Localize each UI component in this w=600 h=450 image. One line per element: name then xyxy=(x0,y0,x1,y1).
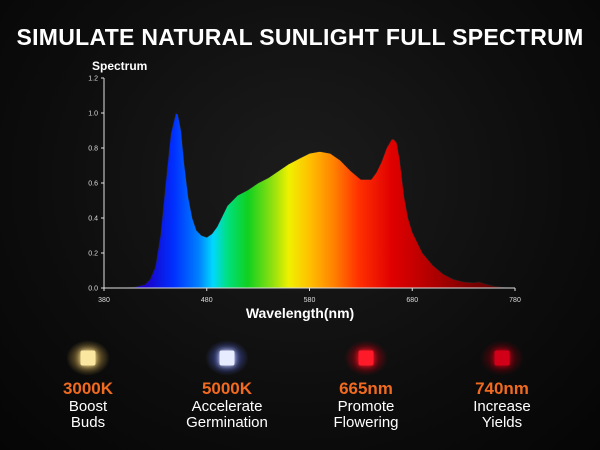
y-tick-label: 0.0 xyxy=(88,286,98,293)
chip-desc-line2: Yields xyxy=(481,414,523,431)
y-tick-label: 0.6 xyxy=(88,181,98,188)
led-chip-icon xyxy=(197,340,257,376)
spectrum-area xyxy=(104,112,516,289)
y-tick-label: 1.2 xyxy=(88,76,98,83)
x-axis-label: Wavelength(nm) xyxy=(246,305,354,321)
page-title: SIMULATE NATURAL SUNLIGHT FULL SPECTRUM xyxy=(16,24,584,50)
chip-desc-line2: Germination xyxy=(186,414,268,431)
chip-740nm: 740nm Increase Yields xyxy=(432,340,572,431)
led-chip-row: 3000K Boost Buds 5000K Accelerate Germin… xyxy=(0,340,600,450)
chip-desc-line1: Increase xyxy=(473,398,531,415)
y-axis-label: Spectrum xyxy=(92,59,147,73)
x-tick-label: 580 xyxy=(304,297,316,304)
chip-5000k: 5000K Accelerate Germination xyxy=(157,340,297,431)
chip-spec: 5000K xyxy=(201,379,253,398)
led-chip-icon xyxy=(58,340,118,376)
chip-spec: 3000K xyxy=(62,379,114,398)
y-tick-label: 1.0 xyxy=(88,111,98,118)
led-chip-icon xyxy=(336,340,396,376)
chip-desc-line2: Buds xyxy=(70,414,106,431)
x-tick-label: 380 xyxy=(98,297,110,304)
y-tick-label: 0.2 xyxy=(88,251,98,258)
chip-desc-line2: Flowering xyxy=(333,414,399,431)
x-tick-label: 680 xyxy=(406,297,418,304)
led-chip-icon xyxy=(472,340,532,376)
chip-3000k: 3000K Boost Buds xyxy=(18,340,158,431)
chip-665nm: 665nm Promote Flowering xyxy=(296,340,436,431)
x-tick-label: 780 xyxy=(509,297,521,304)
chip-spec: 665nm xyxy=(339,379,393,398)
x-tick-label: 480 xyxy=(201,297,213,304)
y-tick-label: 0.4 xyxy=(88,216,98,223)
chip-spec: 740nm xyxy=(475,379,529,398)
spectrum-chart: Spectrum Wavelength(nm) 0.0 0.2 0.4 0.6 0.8 1… xyxy=(88,59,521,321)
chip-desc-line1: Promote xyxy=(337,398,395,415)
chip-desc-line1: Accelerate xyxy=(191,398,263,415)
chip-desc-line1: Boost xyxy=(68,398,108,415)
y-tick-label: 0.8 xyxy=(88,146,98,153)
